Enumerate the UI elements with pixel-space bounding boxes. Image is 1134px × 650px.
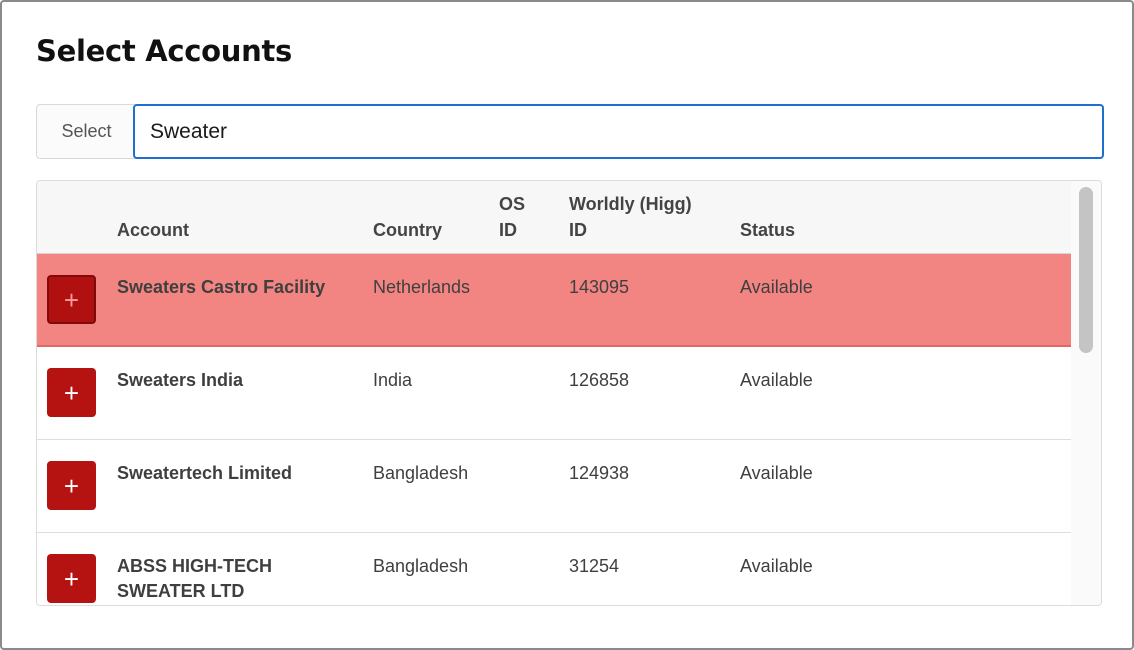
account-higg-id: 31254 [569, 556, 620, 576]
search-prefix-label: Select [36, 104, 136, 159]
column-header-higg-id-line2: ID [569, 220, 587, 240]
add-account-button[interactable]: + [47, 461, 96, 510]
plus-icon: + [63, 563, 80, 594]
account-status: Available [740, 463, 813, 483]
account-country: India [373, 370, 413, 390]
column-header-higg-id-line1: Worldly (Higg) [569, 194, 692, 214]
table-row[interactable]: + ABSS HIGH-TECH SWEATER LTD Bangladesh … [37, 533, 1073, 605]
column-header-country[interactable]: Country [373, 220, 442, 240]
account-status: Available [740, 277, 813, 297]
accounts-table: Account Country OS ID Worldly (Higg) ID … [36, 180, 1102, 606]
column-header-account[interactable]: Account [117, 220, 189, 240]
plus-icon: + [63, 470, 80, 501]
add-account-button[interactable]: + [47, 554, 96, 603]
column-header-higg-id[interactable]: Worldly (Higg) ID [569, 191, 692, 243]
account-country: Bangladesh [373, 463, 469, 483]
table-scrollbar[interactable] [1071, 181, 1101, 605]
account-name: ABSS HIGH-TECH SWEATER LTD [117, 556, 273, 601]
plus-icon: + [63, 377, 80, 408]
plus-icon: + [63, 284, 80, 315]
account-search-input[interactable] [133, 104, 1104, 159]
account-higg-id: 143095 [569, 277, 630, 297]
account-name: Sweaters India [117, 370, 244, 390]
table-row[interactable]: + Sweatertech Limited Bangladesh 124938 … [37, 440, 1073, 533]
account-search-group: Select [36, 104, 1104, 159]
column-header-os-id[interactable]: OS ID [499, 191, 525, 243]
scrollbar-thumb[interactable] [1079, 187, 1093, 353]
account-higg-id: 124938 [569, 463, 630, 483]
add-account-button[interactable]: + [47, 275, 96, 324]
table-row[interactable]: + Sweaters India India 126858 Available [37, 347, 1073, 440]
account-name: Sweatertech Limited [117, 463, 293, 483]
account-country: Netherlands [373, 277, 471, 297]
table-row[interactable]: + Sweaters Castro Facility Netherlands 1… [37, 254, 1073, 347]
column-header-os-id-line2: ID [499, 220, 517, 240]
account-country: Bangladesh [373, 556, 469, 576]
add-account-button[interactable]: + [47, 368, 96, 417]
account-status: Available [740, 556, 813, 576]
table-header: Account Country OS ID Worldly (Higg) ID … [37, 181, 1073, 254]
column-header-status[interactable]: Status [740, 220, 796, 240]
column-header-os-id-line1: OS [499, 194, 526, 214]
account-status: Available [740, 370, 813, 390]
account-name: Sweaters Castro Facility [117, 277, 326, 297]
account-higg-id: 126858 [569, 370, 630, 390]
page-title: Select Accounts [36, 34, 292, 68]
